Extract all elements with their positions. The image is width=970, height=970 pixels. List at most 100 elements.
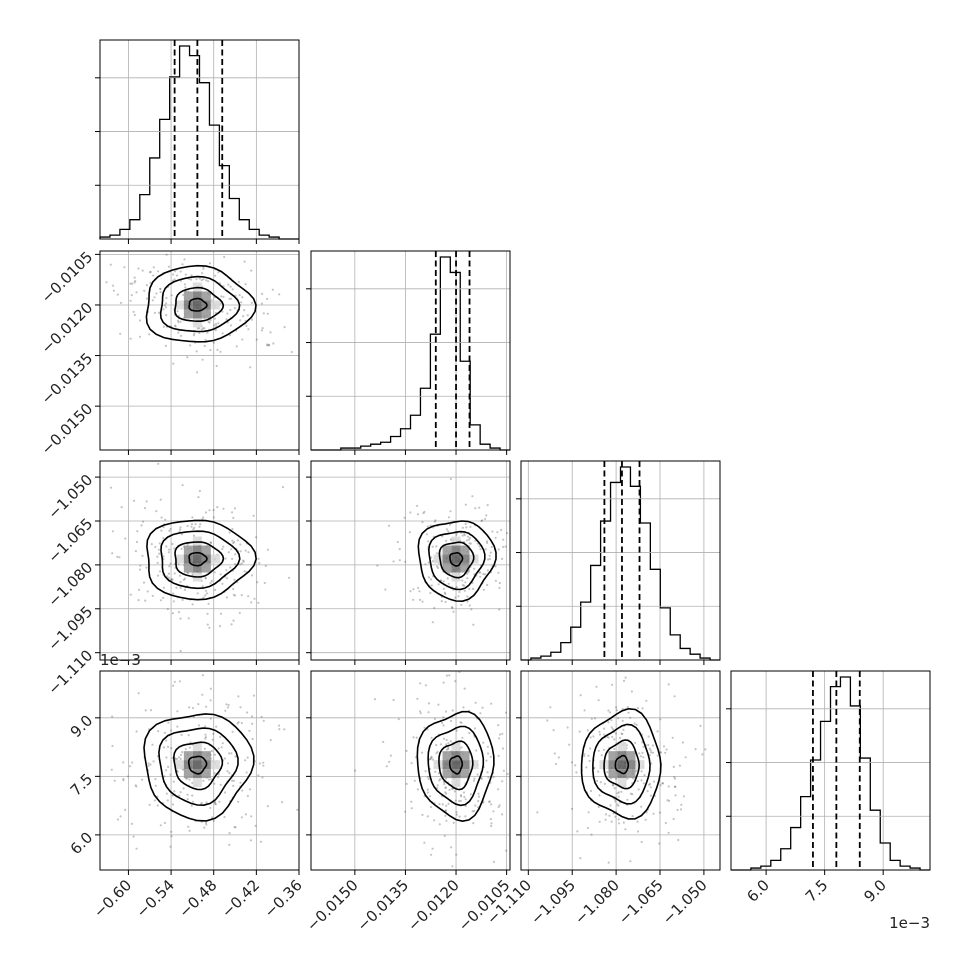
scatter-point (614, 815, 617, 818)
scatter-point (644, 818, 647, 821)
scatter-point (159, 287, 162, 290)
scatter-point (149, 763, 152, 766)
scatter-point (482, 588, 485, 591)
scatter-point (464, 581, 467, 584)
scatter-point (177, 321, 180, 324)
histogram-0 (99, 45, 299, 240)
scatter-point (412, 736, 415, 739)
density-cell (183, 300, 193, 310)
scatter-point (191, 603, 194, 606)
scatter-point (144, 709, 147, 712)
y-tick-label: −0.0135 (38, 349, 97, 408)
scatter-point (271, 288, 274, 291)
scatter-point (505, 849, 508, 852)
scatter-point (135, 785, 138, 788)
scatter-point (252, 514, 255, 517)
scatter-point (216, 506, 219, 509)
scatter-point (160, 529, 163, 532)
scatter-point (436, 786, 439, 790)
scatter-point (410, 807, 413, 810)
scatter-point (244, 549, 247, 552)
scatter-point (230, 297, 233, 300)
scatter-point (459, 794, 462, 797)
density-cell (192, 563, 202, 573)
scatter-point (466, 535, 469, 538)
scatter-point (481, 519, 484, 522)
scatter-point (480, 519, 483, 523)
scatter-point (187, 572, 190, 575)
y-tick-label: −0.0120 (38, 299, 97, 358)
scatter-point (202, 516, 205, 519)
scatter-point (648, 783, 651, 787)
scatter-point (170, 747, 173, 750)
scatter-point (419, 712, 422, 715)
scatter-point (647, 735, 650, 738)
scatter-point (447, 802, 450, 806)
scatter-point (445, 819, 448, 822)
scatter-point (463, 795, 466, 799)
scatter-point (597, 770, 600, 773)
scatter-point (246, 794, 249, 798)
scatter-point (505, 532, 509, 535)
scatter-point (213, 324, 216, 327)
scatter-point (171, 612, 174, 615)
density-cell (183, 545, 193, 555)
scatter-point (164, 344, 167, 347)
scatter-point (247, 595, 250, 598)
scatter-point (436, 565, 439, 568)
scatter-point (442, 587, 445, 590)
panel-frame (99, 460, 300, 661)
scatter-point (649, 749, 652, 752)
scatter-point (587, 754, 590, 757)
scatter-point (162, 537, 165, 540)
scatter-point (461, 526, 464, 529)
scatter-point (281, 801, 284, 804)
scatter-point (492, 810, 495, 813)
scatter-point (442, 681, 445, 684)
scatter-point (242, 315, 245, 318)
scatter-point (162, 308, 165, 311)
scatter-point (421, 600, 424, 603)
scatter-point (233, 826, 236, 829)
scatter-point (191, 800, 195, 803)
scatter-point (629, 716, 632, 719)
scatter-point (416, 788, 419, 791)
scatter-point (180, 733, 183, 737)
scatter-point (473, 777, 476, 780)
scatter-point (192, 534, 196, 537)
scatter-point (553, 752, 556, 755)
scatter-point (213, 801, 216, 804)
scatter-point (640, 840, 643, 844)
density-cell (183, 309, 193, 319)
scatter-point (204, 338, 207, 342)
scatter-point (461, 584, 464, 587)
density-cell (442, 545, 452, 555)
scatter-point (211, 816, 214, 819)
scatter-point (444, 809, 447, 812)
scatter-point (498, 608, 501, 611)
scatter-point (417, 586, 420, 590)
scatter-point (165, 545, 168, 548)
scatter-point (658, 811, 662, 814)
scatter-point (129, 593, 132, 596)
scatter-point (214, 802, 217, 805)
scatter-point (659, 751, 662, 754)
scatter-point (662, 745, 666, 748)
scatter-point (141, 269, 144, 272)
scatter-point (444, 777, 448, 780)
scatter-point (463, 687, 466, 690)
scatter-point (498, 733, 502, 736)
scatter-point (448, 572, 451, 575)
density-cell (626, 751, 636, 761)
scatter-point (168, 548, 171, 551)
scatter-point (404, 810, 407, 813)
scatter-point (490, 803, 493, 806)
scatter-point (177, 331, 180, 334)
scatter-point (191, 781, 194, 785)
scatter-point (142, 581, 146, 584)
scatter-point (166, 608, 169, 611)
scatter-point (197, 724, 201, 727)
density-cell (608, 760, 618, 770)
scatter-point (426, 788, 429, 791)
